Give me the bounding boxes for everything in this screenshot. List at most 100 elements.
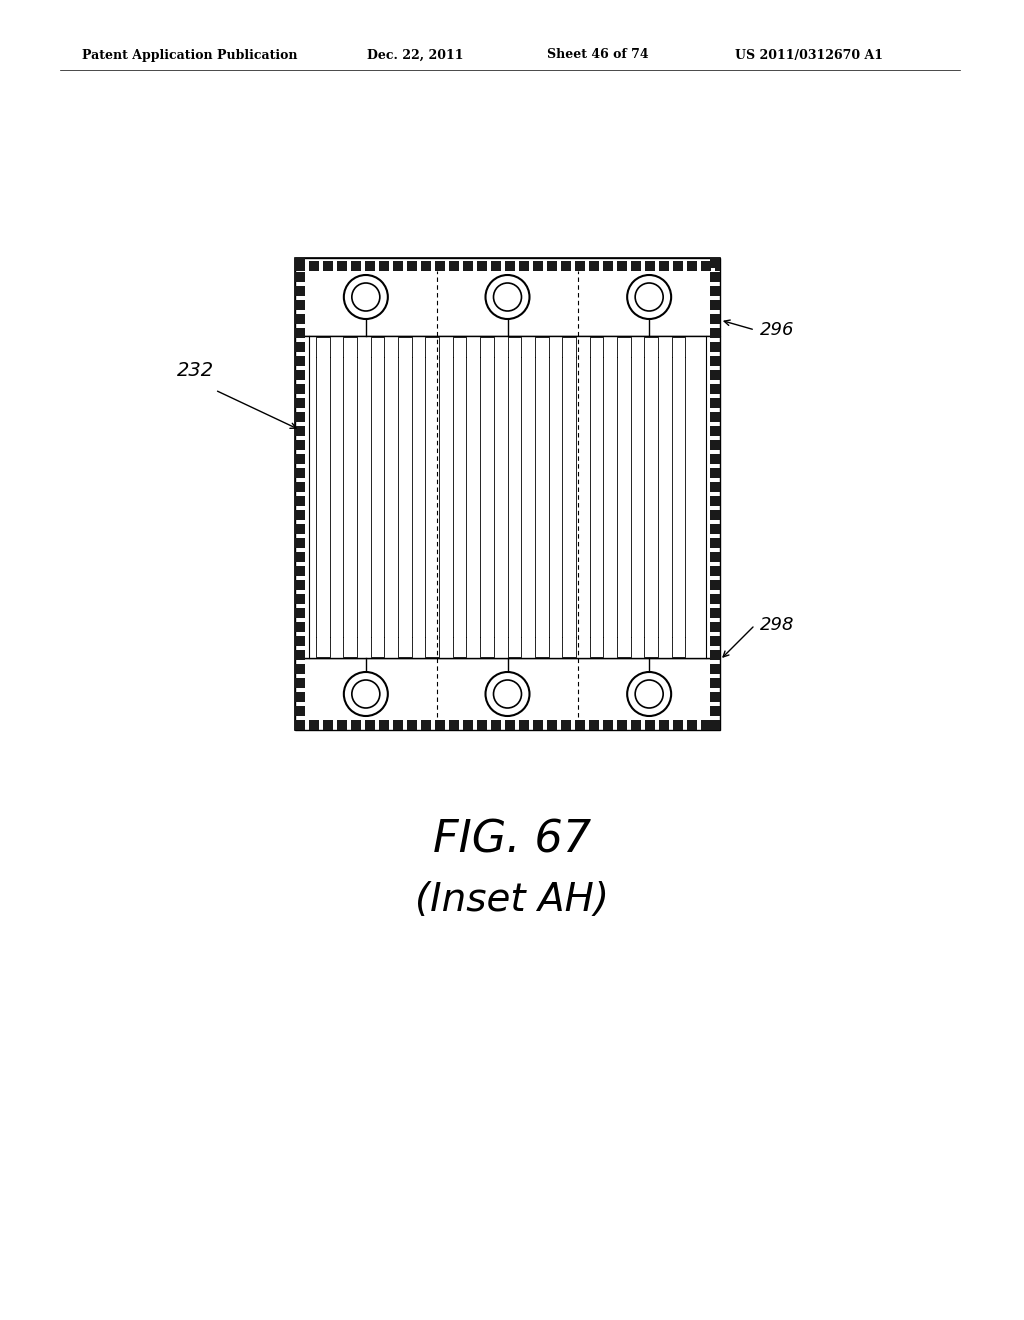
Bar — [323, 261, 333, 271]
Bar — [710, 399, 720, 408]
Text: US 2011/0312670 A1: US 2011/0312670 A1 — [735, 49, 883, 62]
Ellipse shape — [635, 680, 664, 708]
Bar — [407, 719, 417, 730]
Bar — [295, 579, 305, 590]
Bar — [295, 314, 305, 323]
Bar — [710, 384, 720, 393]
Bar — [463, 261, 473, 271]
Bar — [645, 719, 655, 730]
Bar — [295, 257, 305, 268]
Bar — [710, 579, 720, 590]
Bar — [710, 370, 720, 380]
Bar — [295, 539, 305, 548]
Bar — [710, 272, 720, 282]
Bar — [710, 342, 720, 352]
Bar — [715, 719, 720, 730]
Bar — [421, 719, 431, 730]
Text: (Inset AH): (Inset AH) — [415, 880, 609, 919]
Bar — [295, 609, 305, 618]
Bar — [295, 337, 720, 657]
Ellipse shape — [494, 282, 521, 312]
Bar — [435, 261, 445, 271]
Bar — [379, 261, 389, 271]
Bar — [505, 261, 515, 271]
Bar — [295, 510, 305, 520]
Text: Patent Application Publication: Patent Application Publication — [82, 49, 298, 62]
Bar — [710, 356, 720, 366]
Bar — [295, 636, 305, 645]
Bar — [575, 261, 585, 271]
Bar — [463, 719, 473, 730]
Bar — [710, 314, 720, 323]
Bar — [295, 300, 305, 310]
Bar — [617, 719, 627, 730]
Bar — [295, 664, 305, 675]
Ellipse shape — [344, 275, 388, 319]
Bar — [365, 261, 375, 271]
Bar — [673, 261, 683, 271]
Bar — [295, 469, 305, 478]
Bar — [575, 719, 585, 730]
Ellipse shape — [344, 672, 388, 715]
Ellipse shape — [352, 680, 380, 708]
Bar — [631, 261, 641, 271]
Bar — [701, 719, 711, 730]
Bar — [710, 327, 720, 338]
Bar — [534, 719, 543, 730]
Bar — [710, 454, 720, 465]
Bar — [295, 622, 305, 632]
Bar — [490, 719, 501, 730]
Bar — [477, 261, 487, 271]
Bar — [505, 719, 515, 730]
Text: 298: 298 — [760, 616, 795, 634]
Bar — [295, 692, 305, 702]
Bar — [295, 412, 305, 422]
Bar — [435, 719, 445, 730]
Bar — [710, 257, 720, 268]
Bar — [710, 692, 720, 702]
Text: Sheet 46 of 74: Sheet 46 of 74 — [547, 49, 648, 62]
Bar — [710, 426, 720, 436]
Bar — [449, 719, 459, 730]
Bar — [710, 482, 720, 492]
Bar — [710, 622, 720, 632]
Bar — [589, 261, 599, 271]
Bar — [687, 261, 697, 271]
Bar — [421, 261, 431, 271]
Bar — [673, 719, 683, 730]
Bar — [407, 261, 417, 271]
Ellipse shape — [627, 275, 671, 319]
Bar — [295, 678, 305, 688]
Bar — [710, 412, 720, 422]
Bar — [710, 664, 720, 675]
Bar — [449, 261, 459, 271]
Bar — [309, 719, 319, 730]
Bar — [295, 370, 305, 380]
Bar — [295, 384, 305, 393]
Bar — [295, 342, 305, 352]
Bar — [295, 356, 305, 366]
Bar — [477, 719, 487, 730]
Bar — [710, 636, 720, 645]
Bar — [365, 719, 375, 730]
Bar — [603, 261, 613, 271]
Bar — [710, 496, 720, 506]
Bar — [295, 649, 305, 660]
Bar — [710, 706, 720, 715]
Text: FIG. 67: FIG. 67 — [433, 818, 591, 862]
Ellipse shape — [635, 282, 664, 312]
Bar — [393, 719, 403, 730]
Text: Dec. 22, 2011: Dec. 22, 2011 — [367, 49, 464, 62]
Bar — [295, 706, 305, 715]
Bar — [295, 327, 305, 338]
Bar — [295, 261, 305, 271]
Bar — [295, 552, 305, 562]
Bar — [715, 261, 720, 271]
Bar — [710, 552, 720, 562]
Bar — [547, 719, 557, 730]
Bar — [337, 719, 347, 730]
Bar — [561, 719, 571, 730]
Bar — [659, 719, 669, 730]
Text: 232: 232 — [176, 360, 214, 380]
Bar — [645, 261, 655, 271]
